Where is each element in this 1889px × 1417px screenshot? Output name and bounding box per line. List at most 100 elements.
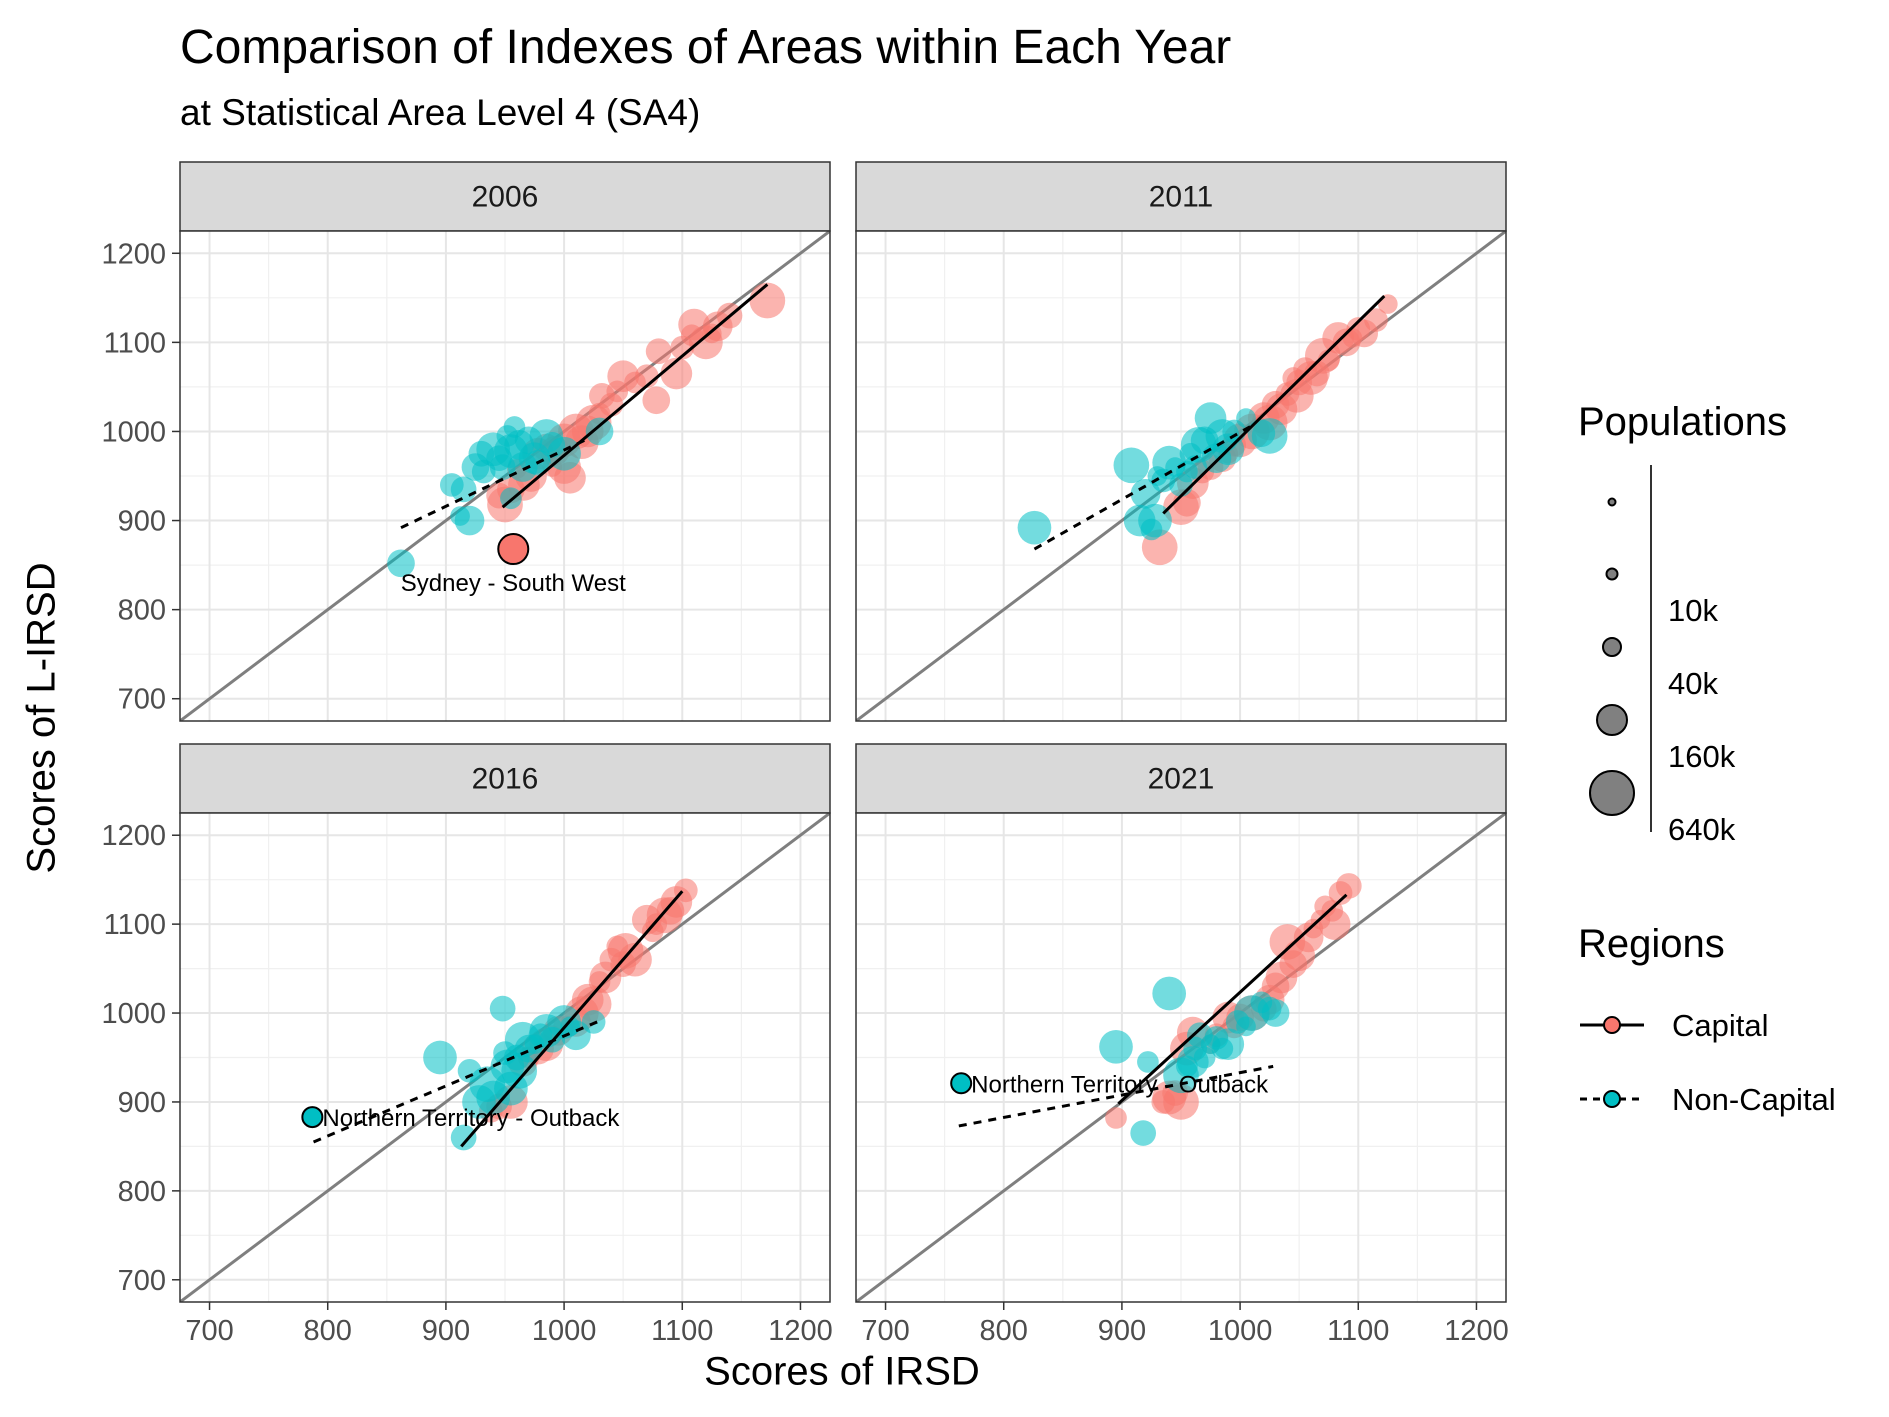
data-point-non-capital bbox=[1099, 1029, 1133, 1064]
facet-label: 2011 bbox=[1149, 181, 1214, 214]
legend-size-title: Populations bbox=[1578, 400, 1788, 444]
size-legend-label: 40k bbox=[1668, 666, 1718, 701]
data-point-non-capital bbox=[1261, 999, 1290, 1027]
y-tick-label: 1000 bbox=[101, 416, 166, 448]
size-legend-label: 640k bbox=[1668, 812, 1736, 847]
x-tick-label: 700 bbox=[861, 1315, 909, 1347]
data-point-non-capital bbox=[454, 505, 485, 536]
panel-2011: 2011 bbox=[855, 161, 1507, 722]
x-tick-label: 1000 bbox=[532, 1315, 597, 1347]
color-legend-key bbox=[1603, 1090, 1621, 1108]
size-legend: 10k 40k 160k 640k bbox=[1589, 465, 1736, 847]
x-tick-label: 800 bbox=[980, 1315, 1028, 1347]
y-tick-label: 700 bbox=[118, 684, 166, 716]
facet-label: 2016 bbox=[472, 763, 539, 796]
data-point-capital bbox=[1269, 924, 1306, 960]
panel-border bbox=[179, 230, 831, 722]
size-legend-key bbox=[1596, 704, 1628, 736]
data-point-capital bbox=[1163, 489, 1199, 526]
panel-data-layer bbox=[180, 813, 830, 1302]
size-legend-key bbox=[1605, 567, 1619, 581]
x-axis-title: Scores of IRSD bbox=[704, 1349, 980, 1394]
data-point-non-capital bbox=[450, 476, 477, 503]
y-tick-label: 1200 bbox=[101, 238, 166, 270]
highlight-label: Northern Territory - Outback bbox=[322, 1105, 620, 1132]
y-tick-label: 1200 bbox=[101, 820, 166, 852]
trend-line-capital bbox=[460, 890, 684, 1148]
data-point-non-capital bbox=[585, 417, 614, 446]
x-tick-label: 1100 bbox=[1327, 1315, 1389, 1347]
data-point-non-capital bbox=[1236, 408, 1256, 428]
data-point-non-capital bbox=[489, 995, 516, 1022]
facet-strip bbox=[855, 161, 1507, 232]
x-tick-label: 1200 bbox=[768, 1315, 833, 1347]
size-legend-key bbox=[1589, 770, 1635, 816]
x-tick-label: 700 bbox=[185, 1315, 233, 1347]
y-tick-label: 800 bbox=[118, 1176, 166, 1208]
data-point-capital bbox=[1318, 908, 1351, 940]
panel-data-layer bbox=[856, 231, 1506, 721]
highlight-label: Northern Territory - Outback bbox=[971, 1071, 1269, 1098]
trend-line-capital bbox=[1117, 893, 1348, 1105]
y-tick-label: 700 bbox=[118, 1265, 166, 1297]
facet-strip bbox=[179, 161, 831, 232]
data-point-non-capital bbox=[450, 1124, 477, 1151]
trend-line-non-capital bbox=[400, 436, 591, 530]
facet-strip bbox=[179, 743, 831, 814]
x-tick-label: 900 bbox=[1098, 1315, 1146, 1347]
panel-border bbox=[179, 812, 831, 1303]
size-legend-label: 160k bbox=[1668, 739, 1736, 774]
data-point-non-capital bbox=[1130, 478, 1161, 509]
y-tick-label: 1000 bbox=[101, 998, 166, 1030]
y-tick-label: 1100 bbox=[104, 909, 166, 941]
y-tick-label: 900 bbox=[118, 1087, 166, 1119]
data-point-capital bbox=[624, 371, 646, 394]
data-point-capital bbox=[678, 308, 710, 341]
x-tick-label: 1200 bbox=[1444, 1315, 1509, 1347]
data-point-non-capital bbox=[1251, 418, 1288, 454]
data-point-non-capital bbox=[1113, 447, 1150, 484]
data-point-non-capital bbox=[423, 1040, 457, 1075]
chart-subtitle: at Statistical Area Level 4 (SA4) bbox=[180, 92, 701, 133]
panel-data-layer bbox=[180, 231, 830, 721]
panel-2006: 2006 Sydney - South West 700 800 900 1000 1100… bbox=[101, 161, 831, 722]
legend-color-title: Regions bbox=[1578, 922, 1725, 966]
data-point-capital bbox=[645, 338, 672, 365]
highlight-point bbox=[301, 1106, 324, 1129]
size-legend-key bbox=[1602, 637, 1622, 657]
size-legend-label: 10k bbox=[1668, 593, 1718, 628]
data-point-capital bbox=[610, 951, 637, 977]
panel-border bbox=[855, 230, 1507, 722]
data-point-capital bbox=[1105, 1107, 1127, 1129]
data-point-capital bbox=[1279, 378, 1314, 413]
size-legend-key bbox=[1607, 497, 1617, 507]
chart-title: Comparison of Indexes of Areas within Ea… bbox=[180, 21, 1232, 74]
panel-2016: 2016 Northern Territory - Outback 700 800 90… bbox=[101, 743, 833, 1347]
panel-border bbox=[855, 812, 1507, 1303]
data-point-non-capital bbox=[1137, 1051, 1159, 1073]
y-tick-label: 800 bbox=[118, 595, 166, 627]
highlight-point bbox=[497, 533, 530, 566]
highlight-label: Sydney - South West bbox=[401, 570, 626, 597]
data-point-capital bbox=[670, 335, 695, 360]
data-point-non-capital bbox=[1212, 1028, 1245, 1061]
facet-label: 2006 bbox=[472, 181, 539, 214]
y-tick-label: 1100 bbox=[104, 327, 166, 359]
data-point-capital bbox=[642, 386, 671, 415]
panel-data-layer bbox=[856, 813, 1506, 1302]
data-point-capital bbox=[631, 904, 662, 935]
facet-label: 2021 bbox=[1148, 763, 1215, 796]
trend-line-non-capital bbox=[1033, 423, 1256, 551]
data-point-capital bbox=[656, 896, 685, 925]
data-point-non-capital bbox=[1152, 976, 1187, 1011]
panel-2021: 2021 Northern Territory - Outback 700 800 90… bbox=[855, 743, 1509, 1347]
facet-strip bbox=[855, 743, 1507, 814]
data-point-capital bbox=[589, 382, 615, 409]
trend-line-capital bbox=[1162, 294, 1386, 515]
x-tick-label: 800 bbox=[304, 1315, 352, 1347]
trend-line-capital bbox=[501, 283, 769, 509]
data-point-capital bbox=[1151, 1090, 1176, 1114]
color-legend-label: Non-Capital bbox=[1672, 1082, 1836, 1117]
data-point-non-capital bbox=[1017, 510, 1052, 545]
